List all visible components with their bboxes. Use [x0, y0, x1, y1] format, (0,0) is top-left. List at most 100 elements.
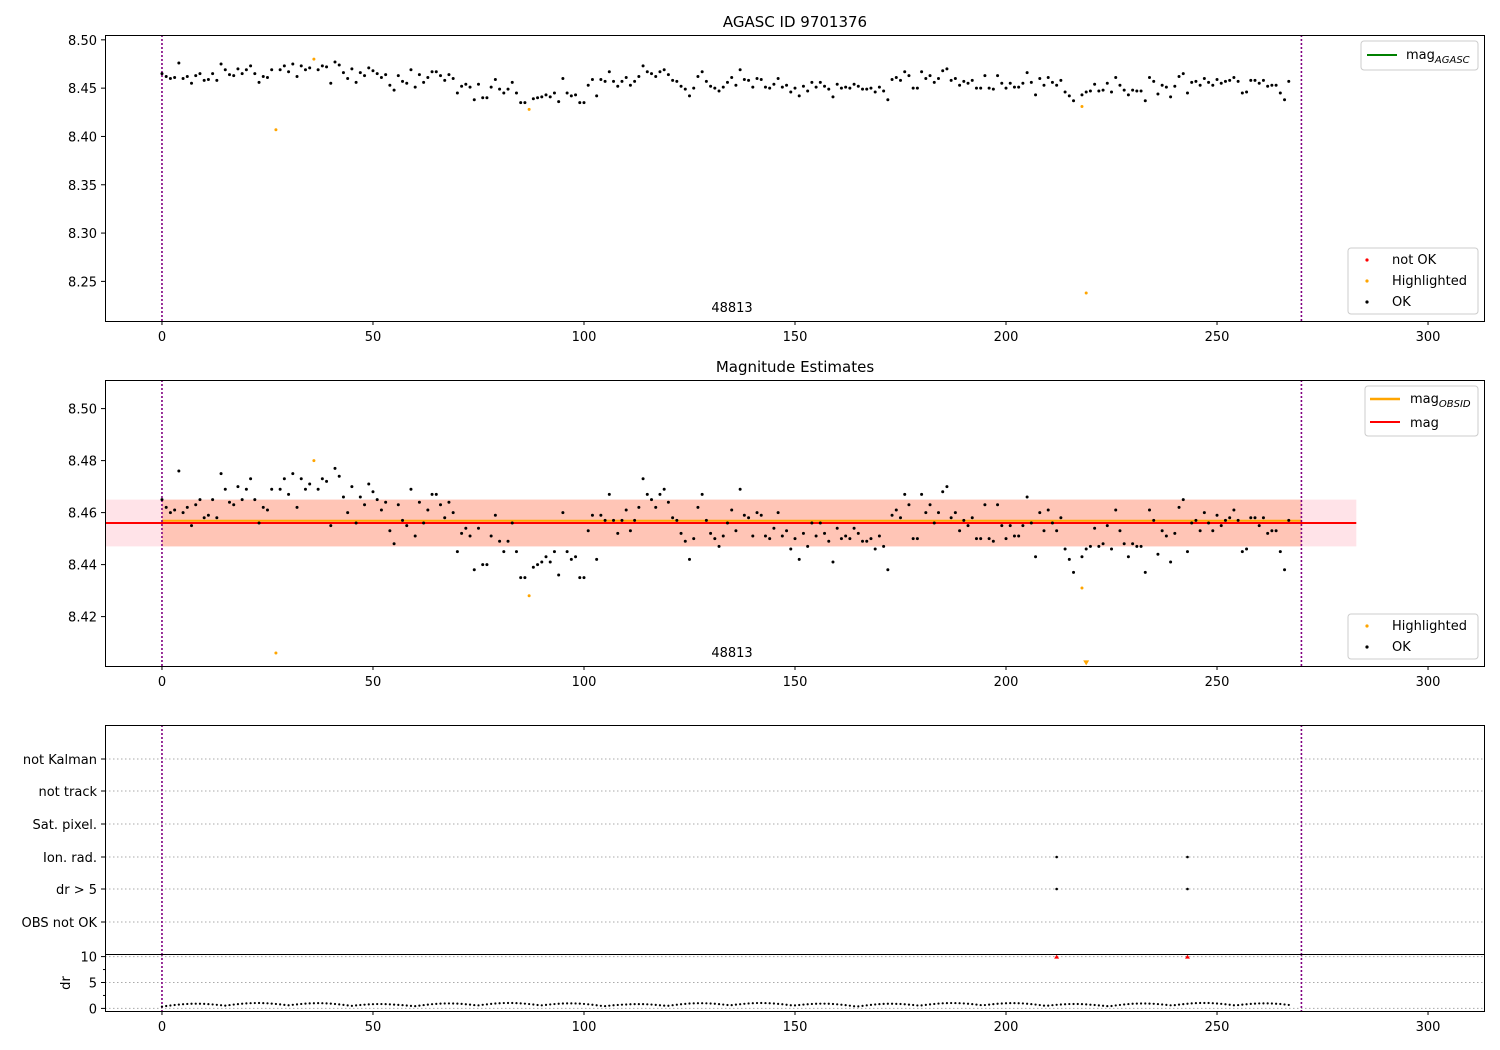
data-point-ok	[1029, 521, 1033, 525]
data-point-ok	[417, 73, 421, 77]
data-point-ok	[485, 563, 489, 567]
data-point-ok	[536, 563, 540, 567]
data-point-ok	[835, 526, 839, 530]
data-point-ok	[738, 68, 742, 72]
data-point-ok	[1110, 547, 1114, 551]
data-point-ok	[1283, 568, 1287, 572]
dr-point	[1232, 1004, 1235, 1007]
dr-point	[1190, 1002, 1193, 1005]
dr-point	[198, 1002, 202, 1005]
dr-point	[937, 1002, 940, 1005]
data-point-ok	[654, 75, 658, 79]
data-point-ok	[363, 503, 367, 507]
dr-point	[473, 1003, 476, 1007]
dr-point	[409, 1004, 413, 1008]
data-point-ok	[662, 487, 666, 491]
data-point-ok	[1240, 91, 1244, 95]
data-point-ok	[1198, 529, 1202, 533]
data-point-ok	[599, 513, 603, 517]
dr-point	[1224, 1003, 1227, 1006]
data-point-ok	[692, 86, 696, 90]
data-point-ok	[848, 86, 852, 90]
dr-point	[1194, 1002, 1198, 1005]
dr-point	[1241, 1003, 1244, 1006]
data-point-ok	[223, 68, 227, 72]
data-point-ok	[1249, 516, 1253, 520]
data-point-ok	[1017, 534, 1021, 538]
data-point-ok	[308, 66, 312, 70]
data-point-ok	[844, 534, 848, 538]
data-point-ok	[894, 508, 898, 512]
data-point-ok	[1215, 77, 1219, 81]
dr-point	[903, 1003, 906, 1006]
data-point-highlighted	[527, 594, 531, 598]
dr-point	[1266, 1002, 1269, 1005]
dr-point	[401, 1004, 404, 1007]
data-point-ok	[671, 78, 675, 82]
data-point-ok	[679, 531, 683, 535]
dr-point	[899, 1002, 902, 1006]
data-point-ok	[489, 534, 493, 538]
dr-point	[895, 1002, 898, 1005]
data-point-ok	[894, 76, 898, 80]
data-point-ok	[341, 495, 345, 499]
x-tick-label: 0	[158, 330, 166, 345]
data-point-ok	[1278, 91, 1282, 95]
data-point-ok	[295, 75, 299, 79]
flag-label: not track	[38, 785, 97, 800]
data-point-ok	[751, 534, 755, 538]
dr-point	[886, 1002, 889, 1005]
data-point-ok	[962, 79, 966, 83]
data-point-ok	[1190, 80, 1194, 84]
data-point-ok	[1202, 511, 1206, 515]
data-point-ok	[1266, 531, 1270, 535]
data-point-ok	[561, 76, 565, 80]
data-point-ok	[911, 537, 915, 541]
data-point-ok	[658, 492, 662, 496]
data-point-ok	[789, 90, 793, 94]
dr-point	[696, 1002, 700, 1005]
dr-point	[1135, 1002, 1138, 1005]
dr-point	[1245, 1003, 1248, 1006]
data-point-ok	[852, 526, 856, 530]
data-point-ok	[924, 76, 928, 80]
data-point-ok	[865, 87, 869, 91]
data-point-ok	[801, 84, 805, 88]
data-point-ok	[320, 477, 324, 481]
panel1-yticks: 8.25 8.30 8.35 8.40 8.45 8.50	[68, 34, 105, 290]
panel2-title: Magnitude Estimates	[716, 358, 874, 376]
data-point-ok	[1261, 516, 1265, 520]
dr-point	[722, 1003, 725, 1006]
dr-point	[321, 1002, 324, 1005]
dr-point	[1097, 1004, 1100, 1007]
dr-point	[1249, 1002, 1252, 1005]
data-point-ok	[320, 64, 324, 68]
dr-point	[1114, 1004, 1117, 1007]
data-point-ok	[810, 521, 814, 525]
data-point-ok	[1278, 550, 1282, 554]
data-point-ok	[519, 576, 523, 580]
data-point-ok	[168, 76, 172, 80]
data-point-ok	[422, 521, 426, 525]
data-point-ok	[844, 85, 848, 89]
dr-point	[169, 1004, 172, 1007]
data-point-ok	[531, 565, 535, 569]
dr-point	[1131, 1002, 1134, 1005]
data-point-ok	[190, 81, 194, 85]
data-point-ok	[603, 79, 607, 83]
data-point-ok	[506, 87, 510, 91]
dr-point	[1110, 1004, 1113, 1008]
data-point-ok	[498, 539, 502, 543]
data-point-ok	[468, 85, 472, 89]
data-point-ok	[612, 518, 616, 522]
data-point-ok	[616, 531, 620, 535]
x-tick-label: 250	[1205, 1020, 1230, 1035]
data-point-ok	[536, 96, 540, 100]
data-point-ok	[979, 537, 983, 541]
x-tick-label: 300	[1416, 675, 1441, 690]
data-point-ok	[785, 83, 789, 87]
data-point-ok	[472, 98, 476, 102]
data-point-ok	[202, 78, 206, 82]
data-point-ok	[595, 557, 599, 561]
data-point-ok	[709, 531, 713, 535]
